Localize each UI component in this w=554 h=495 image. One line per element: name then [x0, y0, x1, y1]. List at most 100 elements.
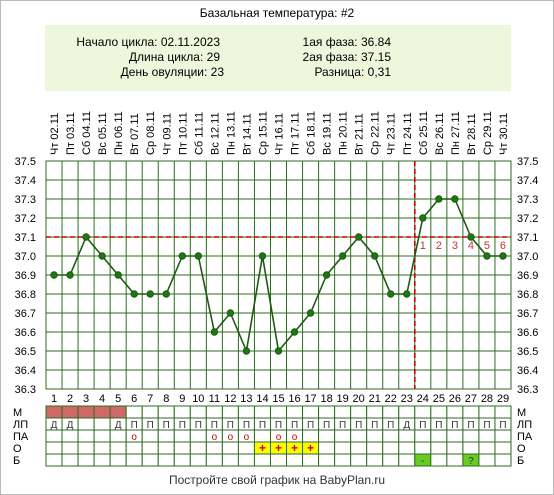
- row-cell: [253, 453, 271, 467]
- date-label: Ср 22.11: [370, 111, 382, 155]
- y-tick-label-right: 37.5: [517, 156, 538, 168]
- y-tick-label: 36.8: [15, 289, 36, 301]
- y-tick-label-right: 36.3: [517, 384, 538, 396]
- date-label: Чт 30.11: [498, 113, 510, 155]
- data-point: [146, 290, 154, 298]
- data-point: [82, 233, 90, 241]
- row-cell: [286, 405, 304, 419]
- row-cell: [382, 429, 400, 443]
- row-cell-mark: П: [131, 420, 138, 431]
- row-cell: [221, 441, 239, 455]
- row-cell: [61, 453, 79, 467]
- day-number: 25: [433, 393, 445, 405]
- row-cell: [269, 405, 288, 419]
- row-cell: [205, 453, 223, 467]
- row-cell-mark: П: [163, 420, 170, 431]
- day-number: 27: [465, 393, 477, 405]
- row-cell: [141, 453, 159, 467]
- y-tick-label: 36.7: [15, 308, 36, 320]
- y-tick-label-right: 36.9: [517, 270, 538, 282]
- row-cell: [237, 453, 255, 467]
- row-cell-mark: П: [451, 420, 458, 431]
- y-tick-label-right: 36.4: [517, 365, 538, 377]
- info-difference: Разница: 0,31: [314, 65, 391, 79]
- info-phase1: 1ая фаза: 36.84: [303, 35, 392, 49]
- day-number: 16: [288, 393, 300, 405]
- date-label: Чт 23.11: [386, 113, 398, 155]
- row-cell: [430, 453, 448, 467]
- row-cell: [446, 441, 464, 455]
- row-label: ЛП: [13, 419, 28, 431]
- data-point: [226, 309, 235, 317]
- row-cell: [494, 441, 512, 455]
- row-cell: [173, 429, 191, 443]
- row-cell: [77, 453, 95, 467]
- day-number: 12: [224, 393, 236, 405]
- date-label: Чт 09.11: [161, 113, 173, 155]
- row-cell: [189, 453, 207, 467]
- row-cell-mark: П: [147, 420, 154, 431]
- y-tick-label-right: 37.4: [517, 175, 538, 187]
- row-cell-mark: ?: [468, 456, 474, 467]
- row-cell: [173, 453, 191, 467]
- info-phase2: 2ая фаза: 37.15: [303, 50, 392, 64]
- day-number: 21: [369, 393, 381, 405]
- row-cell: [173, 405, 191, 419]
- row-cell: [398, 441, 416, 455]
- date-label: Чт 02.11: [49, 113, 61, 155]
- row-label: ПА: [13, 431, 29, 443]
- data-point: [210, 328, 219, 336]
- row-cell: [109, 441, 127, 455]
- day-number: 3: [83, 393, 89, 405]
- row-cell: [221, 453, 239, 467]
- row-cell: [430, 405, 448, 419]
- day-number: 29: [497, 393, 509, 405]
- row-cell: [334, 429, 352, 443]
- row-cell-mark: П: [211, 420, 218, 431]
- row-cell: [157, 441, 175, 455]
- row-cell-mark: о: [131, 432, 137, 443]
- row-cell-mark: о: [276, 432, 282, 443]
- data-point: [114, 271, 122, 279]
- date-label: Сб 11.11: [193, 112, 205, 155]
- day-number: 22: [385, 393, 397, 405]
- y-tick-label-right: 37.0: [517, 251, 538, 263]
- row-cell-mark: о: [244, 432, 250, 443]
- y-tick-label-right: 37.2: [517, 213, 538, 225]
- row-cell-mark: П: [179, 420, 186, 431]
- row-cell-mark: о: [212, 432, 218, 443]
- data-point: [387, 290, 395, 298]
- row-cell: [45, 453, 63, 467]
- row-cell-mark: П: [499, 420, 506, 431]
- y-tick-label: 37.1: [15, 232, 36, 244]
- row-cell: [77, 405, 95, 419]
- date-label: Вт 28.11: [466, 113, 478, 155]
- date-label: Вт 07.11: [129, 113, 141, 155]
- row-cell: [430, 441, 448, 455]
- row-cell: [205, 441, 223, 455]
- day-number: 6: [131, 393, 137, 405]
- row-cell: [366, 441, 384, 455]
- row-cell: [157, 429, 175, 443]
- row-cell: [350, 453, 368, 467]
- data-point: [451, 195, 459, 203]
- post-ovulation-label: 3: [452, 240, 458, 252]
- row-cell: [334, 441, 352, 455]
- row-cell: [93, 417, 111, 431]
- row-cell: [350, 405, 368, 419]
- day-number: 10: [192, 393, 204, 405]
- data-point: [66, 271, 74, 279]
- row-label-right: О: [517, 443, 526, 455]
- row-cell: [93, 405, 111, 419]
- row-cell: [302, 453, 320, 467]
- data-point: [467, 233, 475, 241]
- row-cell-mark: П: [483, 420, 490, 431]
- row-cell-mark: Д: [115, 420, 122, 431]
- y-tick-label: 37.3: [15, 194, 36, 206]
- row-cell: [350, 429, 368, 443]
- day-number: 28: [481, 393, 493, 405]
- row-cell: [334, 453, 352, 467]
- row-cell-mark: +: [307, 441, 314, 455]
- day-number: 5: [115, 393, 121, 405]
- date-label: Ср 15.11: [257, 111, 269, 155]
